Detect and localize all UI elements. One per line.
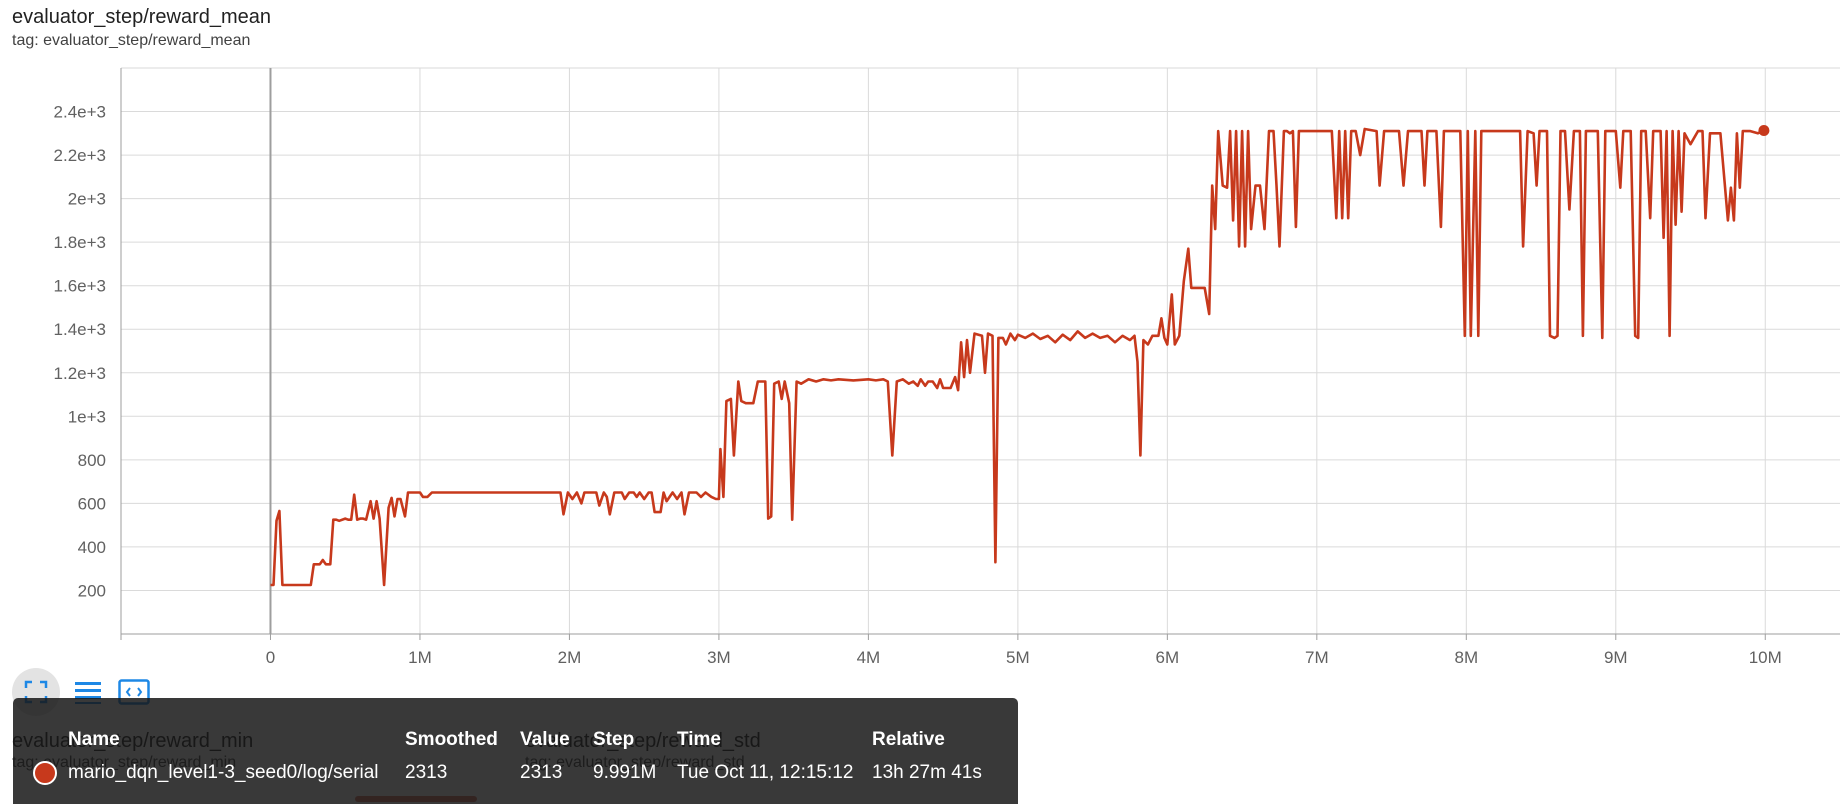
data-tooltip: Name Smoothed Value Step Time Relative m…: [13, 698, 1018, 804]
x-tick-label: 0: [266, 648, 275, 667]
x-tick-label: 2M: [558, 648, 582, 667]
y-tick-label: 800: [78, 451, 106, 470]
chart-tag: tag: evaluator_step/reward_mean: [12, 32, 251, 49]
y-tick-label: 200: [78, 581, 106, 600]
x-tick-label: 1M: [408, 648, 432, 667]
y-tick-label: 2e+3: [68, 190, 106, 209]
relative-value: 13h 27m 41s: [872, 762, 982, 783]
series-line: [270, 127, 1765, 587]
x-tick-label: 6M: [1156, 648, 1180, 667]
x-tick-label: 10M: [1749, 648, 1782, 667]
y-tick-label: 400: [78, 538, 106, 557]
header-time: Time: [677, 729, 722, 750]
header-name: Name: [68, 729, 120, 750]
x-tick-label: 8M: [1454, 648, 1478, 667]
run-name: mario_dqn_level1-3_seed0/log/serial: [68, 762, 379, 783]
fit-domain-icon: [24, 680, 48, 704]
chart-title: evaluator_step/reward_mean: [12, 6, 272, 28]
x-tick-label: 5M: [1006, 648, 1030, 667]
x-tick-label: 4M: [857, 648, 881, 667]
y-tick-label: 1.2e+3: [54, 364, 106, 383]
y-tick-label: 1.8e+3: [54, 233, 106, 252]
y-tick-label: 2.4e+3: [54, 103, 106, 122]
tooltip-table: Name Smoothed Value Step Time Relative m…: [13, 725, 1012, 791]
header-relative: Relative: [872, 729, 945, 750]
x-tick-label: 9M: [1604, 648, 1628, 667]
y-tick-label: 2.2e+3: [54, 146, 106, 165]
header-value: Value: [520, 729, 570, 750]
header-smoothed: Smoothed: [405, 729, 498, 750]
run-color-swatch: [33, 761, 57, 785]
tooltip-header-row: Name Smoothed Value Step Time Relative: [13, 725, 1012, 755]
x-tick-label: 7M: [1305, 648, 1329, 667]
tooltip-row: mario_dqn_level1-3_seed0/log/serial 2313…: [13, 755, 1012, 791]
y-tick-label: 1.4e+3: [54, 320, 106, 339]
smoothed-value: 2313: [405, 762, 448, 783]
y-tick-label: 1e+3: [68, 407, 106, 426]
y-tick-label: 1.6e+3: [54, 277, 106, 296]
step-value: 9.991M: [593, 762, 657, 783]
raw-value: 2313: [520, 762, 563, 783]
series-end-point: [1758, 124, 1770, 136]
y-tick-label: 600: [78, 494, 106, 513]
line-chart[interactable]: 200 400 600 800 1e+3 1.2e+3 1.4e+3 1.6e+3 1.8e+3…: [0, 0, 1840, 670]
time-value: Tue Oct 11, 12:15:12: [677, 762, 854, 783]
header-step: Step: [593, 729, 635, 750]
x-tick-label: 3M: [707, 648, 731, 667]
